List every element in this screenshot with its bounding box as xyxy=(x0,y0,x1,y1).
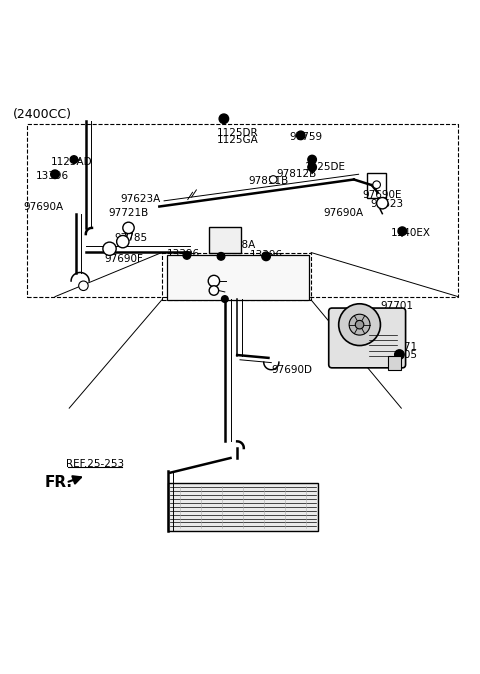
Text: 97788A: 97788A xyxy=(215,241,255,251)
FancyBboxPatch shape xyxy=(329,308,406,368)
Circle shape xyxy=(339,304,381,346)
Text: 97705: 97705 xyxy=(385,350,418,359)
Circle shape xyxy=(183,251,191,259)
Text: 97759: 97759 xyxy=(290,132,323,142)
Text: 97690F: 97690F xyxy=(104,253,143,264)
Text: 11671: 11671 xyxy=(385,342,418,353)
Circle shape xyxy=(123,222,134,234)
Text: 97690D: 97690D xyxy=(272,365,312,375)
Circle shape xyxy=(103,242,116,255)
Circle shape xyxy=(297,131,305,140)
Circle shape xyxy=(398,227,407,235)
Circle shape xyxy=(51,170,59,179)
Circle shape xyxy=(355,320,364,329)
Circle shape xyxy=(79,281,88,290)
Text: 97690E: 97690E xyxy=(362,189,402,200)
Bar xyxy=(168,483,318,530)
FancyBboxPatch shape xyxy=(167,255,309,300)
Circle shape xyxy=(308,155,316,164)
Text: 13396: 13396 xyxy=(250,251,283,260)
Text: 97623A: 97623A xyxy=(120,194,160,204)
Circle shape xyxy=(373,181,381,189)
Circle shape xyxy=(219,114,228,123)
Text: 97811B: 97811B xyxy=(248,177,288,187)
Text: 13396: 13396 xyxy=(36,171,69,181)
Text: 97721B: 97721B xyxy=(108,208,149,218)
Circle shape xyxy=(377,197,388,209)
Circle shape xyxy=(217,253,225,260)
Circle shape xyxy=(269,176,277,183)
Text: 1140EX: 1140EX xyxy=(391,228,431,238)
Text: REF.25-253: REF.25-253 xyxy=(66,459,124,469)
Text: 1125GA: 1125GA xyxy=(217,135,259,145)
FancyBboxPatch shape xyxy=(388,356,401,370)
Circle shape xyxy=(221,296,228,303)
Circle shape xyxy=(349,314,370,335)
Text: FR.: FR. xyxy=(45,475,72,490)
Text: 97812B: 97812B xyxy=(277,169,317,179)
Circle shape xyxy=(209,286,219,295)
Text: 97623: 97623 xyxy=(371,199,404,209)
Text: 1125DE: 1125DE xyxy=(305,162,346,172)
Circle shape xyxy=(395,350,404,359)
FancyBboxPatch shape xyxy=(209,227,241,253)
Text: 1125AD: 1125AD xyxy=(51,158,92,167)
Text: 1125DR: 1125DR xyxy=(217,128,258,138)
Text: 97690A: 97690A xyxy=(324,208,363,218)
Text: 97701: 97701 xyxy=(380,301,413,311)
Circle shape xyxy=(70,156,78,163)
Text: 97690A: 97690A xyxy=(23,202,63,212)
Text: 97762: 97762 xyxy=(219,262,252,272)
Circle shape xyxy=(308,163,316,171)
Text: 13396: 13396 xyxy=(167,249,200,259)
Text: (2400CC): (2400CC) xyxy=(13,109,72,121)
Text: 97811A: 97811A xyxy=(168,280,208,290)
Text: 97812B: 97812B xyxy=(168,287,208,297)
Circle shape xyxy=(262,252,270,261)
Circle shape xyxy=(117,235,129,248)
Text: 97785: 97785 xyxy=(114,233,147,243)
Circle shape xyxy=(208,275,219,286)
